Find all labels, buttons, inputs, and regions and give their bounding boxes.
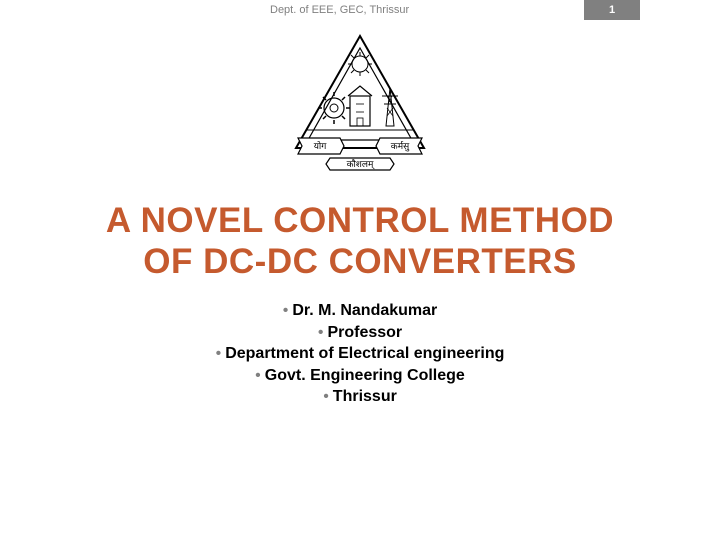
banner-right-text: कर्मसु [391, 140, 410, 152]
bullet-icon: • [255, 367, 261, 384]
bullet-icon: • [283, 302, 289, 319]
header-bar: Dept. of EEE, GEC, Thrissur 1 [0, 0, 720, 24]
bullet-icon: • [323, 388, 329, 405]
credit-text: Dr. M. Nandakumar [292, 302, 437, 319]
credit-text: Professor [327, 324, 402, 341]
page-number-box: 1 [584, 0, 640, 20]
banner-left-text: योग [314, 140, 328, 151]
bullet-icon: • [318, 324, 324, 341]
credit-line-author: •Dr. M. Nandakumar [0, 300, 720, 322]
college-emblem: योग कर्मसु कौशलम् [286, 30, 434, 178]
bullet-icon: • [216, 345, 222, 362]
credit-line-role: •Professor [0, 322, 720, 344]
title-line-2: OF DC-DC CONVERTERS [0, 241, 720, 282]
dept-label: Dept. of EEE, GEC, Thrissur [270, 4, 409, 16]
credit-text: Thrissur [333, 388, 397, 405]
title-block: A NOVEL CONTROL METHOD OF DC-DC CONVERTE… [0, 200, 720, 283]
credit-line-dept: •Department of Electrical engineering [0, 343, 720, 365]
credit-line-college: •Govt. Engineering College [0, 365, 720, 387]
credits-block: •Dr. M. Nandakumar •Professor •Departmen… [0, 300, 720, 408]
title-line-1: A NOVEL CONTROL METHOD [0, 200, 720, 241]
credit-text: Department of Electrical engineering [225, 345, 504, 362]
credit-line-city: •Thrissur [0, 386, 720, 408]
page-number: 1 [609, 4, 615, 16]
credit-text: Govt. Engineering College [265, 367, 465, 384]
banner-bottom-text: कौशलम् [347, 158, 376, 170]
